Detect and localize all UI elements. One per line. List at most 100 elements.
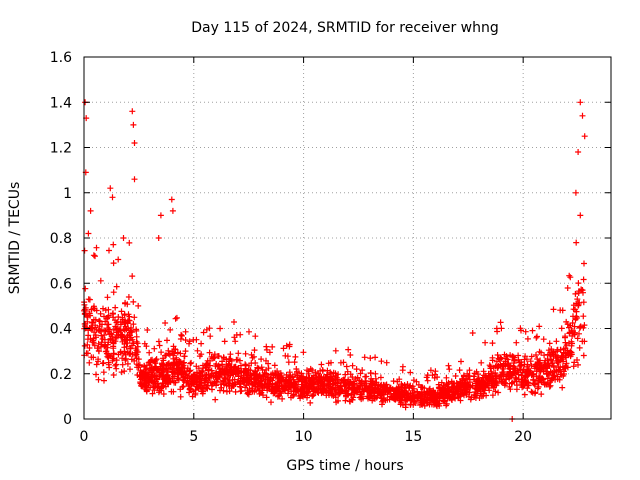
data-point: [247, 367, 254, 374]
data-point: [256, 371, 263, 378]
data-point: [112, 304, 119, 311]
data-point: [396, 376, 403, 383]
data-point: [124, 319, 131, 326]
data-point: [478, 377, 485, 384]
data-point: [106, 247, 112, 254]
data-point: [127, 366, 133, 373]
data-point: [146, 349, 153, 356]
data-point: [181, 359, 188, 366]
y-tick-label: 1.4: [50, 95, 72, 111]
data-point: [163, 362, 170, 369]
x-axis-label: GPS time / hours: [286, 458, 403, 474]
data-point: [469, 330, 476, 336]
data-point: [110, 310, 116, 317]
data-point: [237, 375, 244, 382]
data-point: [168, 196, 175, 203]
data-point: [486, 375, 493, 382]
data-point: [92, 316, 99, 323]
data-point: [96, 348, 102, 355]
data-point: [97, 277, 104, 284]
data-point: [204, 361, 210, 368]
data-point: [137, 373, 144, 380]
data-point: [215, 353, 222, 360]
data-point: [514, 367, 521, 374]
x-tick-label: 20: [514, 429, 532, 445]
data-point: [186, 338, 193, 345]
data-point: [81, 306, 88, 313]
data-point: [334, 386, 341, 393]
data-point: [369, 378, 376, 385]
data-point: [266, 349, 273, 356]
data-point: [160, 357, 167, 364]
data-point: [499, 363, 506, 370]
data-point: [263, 394, 270, 401]
data-point: [536, 360, 543, 366]
data-point: [133, 338, 140, 345]
data-point: [435, 381, 442, 388]
data-point: [112, 323, 119, 330]
data-point: [98, 341, 105, 348]
data-point: [84, 341, 91, 348]
data-point: [81, 247, 88, 254]
data-point: [577, 324, 584, 330]
data-point: [149, 369, 156, 376]
data-point: [105, 306, 112, 313]
data-point: [172, 346, 179, 353]
data-point: [460, 373, 467, 380]
data-point: [348, 391, 355, 398]
data-point: [117, 321, 124, 328]
data-point: [151, 387, 158, 394]
data-point: [290, 384, 297, 391]
data-point: [575, 280, 582, 287]
data-point: [345, 385, 352, 392]
data-point: [280, 345, 287, 352]
data-point: [281, 377, 287, 384]
data-point: [359, 378, 365, 385]
data-point: [113, 319, 120, 326]
data-point: [137, 367, 144, 374]
data-point: [500, 360, 507, 367]
data-point: [570, 313, 576, 320]
data-point: [502, 376, 509, 383]
data-point: [443, 374, 450, 381]
data-point: [193, 363, 200, 370]
data-point: [407, 401, 414, 408]
data-point: [544, 380, 551, 387]
data-point: [260, 392, 266, 399]
data-point: [481, 387, 488, 394]
data-point: [384, 396, 391, 403]
data-point: [365, 385, 372, 391]
data-point: [188, 373, 195, 380]
data-point: [245, 380, 252, 386]
data-point: [411, 395, 418, 402]
data-point: [149, 378, 156, 385]
data-point: [575, 149, 582, 155]
data-point: [401, 382, 408, 388]
data-point: [158, 349, 165, 356]
data-point: [550, 348, 557, 355]
data-point: [169, 207, 176, 214]
data-point: [486, 362, 493, 369]
data-point: [133, 347, 140, 354]
data-point: [488, 382, 495, 389]
data-point: [97, 318, 103, 325]
data-point: [528, 353, 535, 360]
data-point: [265, 382, 272, 389]
data-point: [332, 347, 339, 354]
data-point: [440, 397, 447, 404]
data-point: [328, 385, 335, 392]
data-point: [163, 352, 170, 359]
data-point: [495, 389, 502, 396]
data-point: [254, 364, 261, 371]
data-point: [98, 332, 105, 339]
data-point: [208, 367, 215, 374]
data-point: [453, 380, 460, 386]
data-point: [269, 380, 276, 387]
data-point: [516, 363, 523, 370]
data-point: [399, 402, 406, 408]
data-point: [319, 382, 326, 389]
data-point: [310, 392, 317, 399]
data-point: [572, 290, 579, 297]
data-point: [269, 370, 276, 377]
data-point: [154, 380, 161, 387]
